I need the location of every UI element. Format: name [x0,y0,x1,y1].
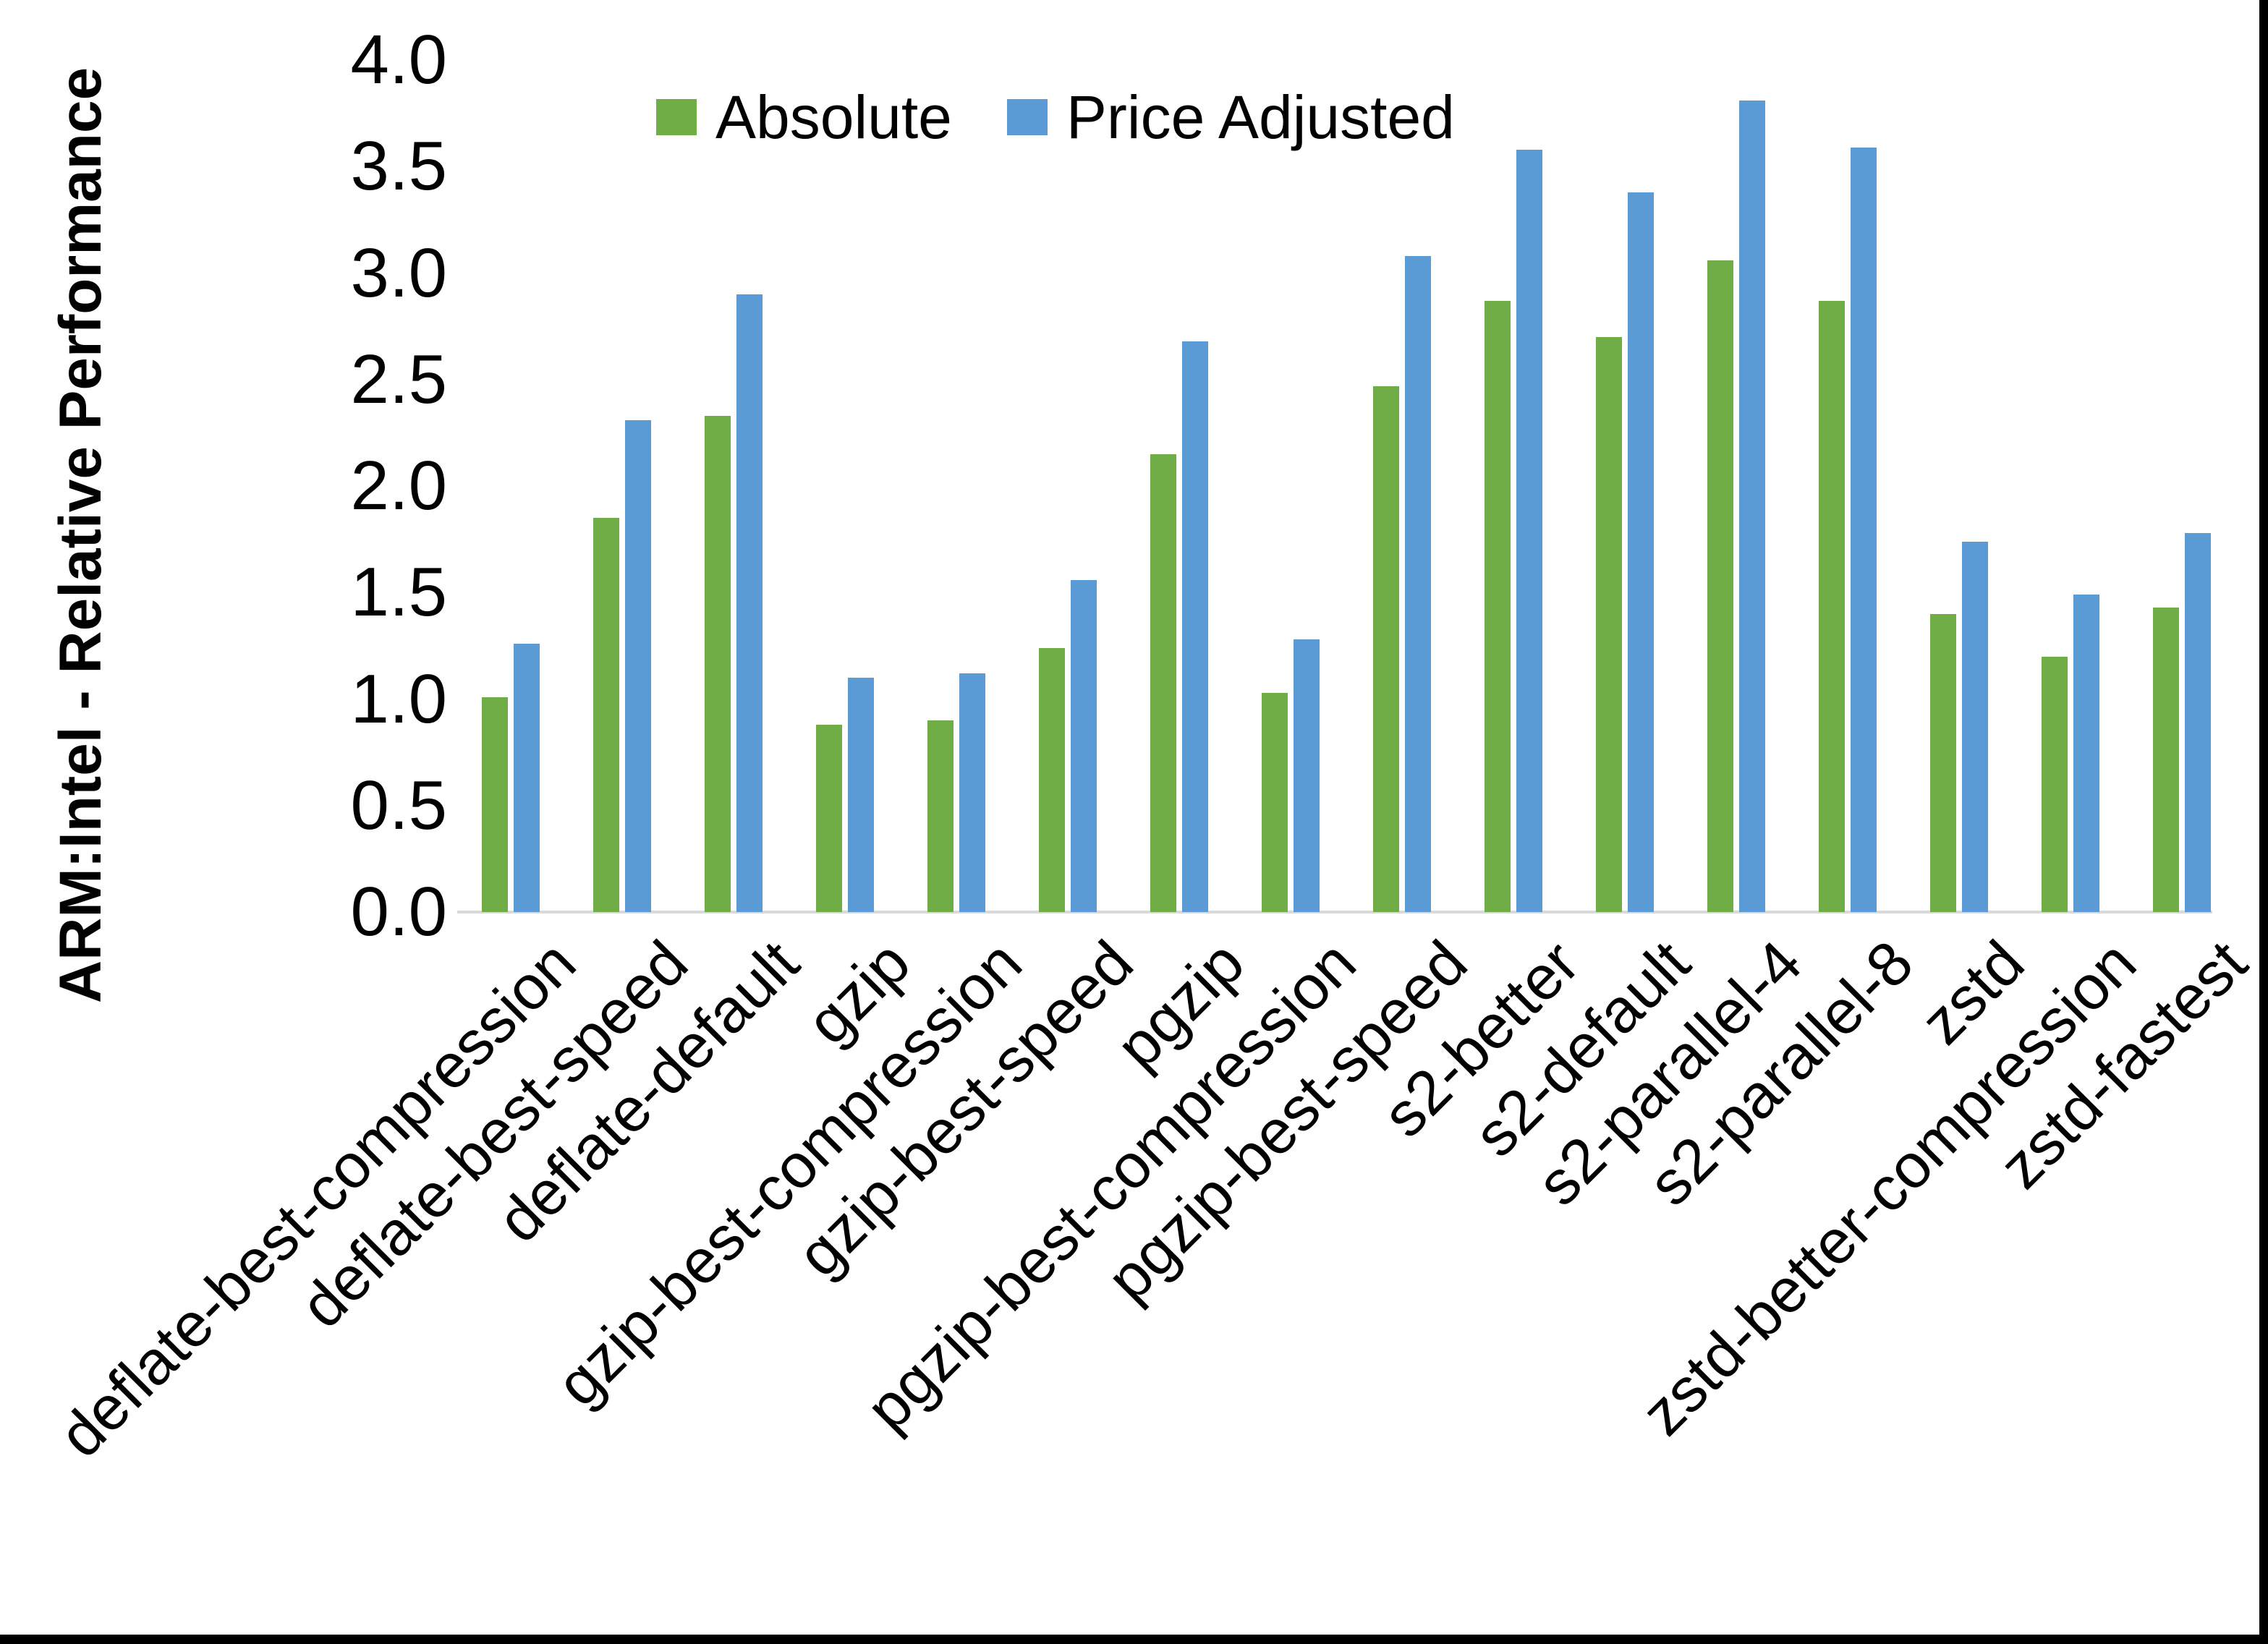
bar-absolute-s2-better [1485,301,1511,912]
legend: Absolute Price Adjusted [656,87,1455,148]
bar-absolute-s2-parallel-8 [1819,301,1845,912]
legend-swatch-absolute [656,99,697,135]
bar-price-adjusted-s2-parallel-8 [1851,148,1877,912]
bar-price-adjusted-s2-better [1516,150,1542,912]
bar-price-adjusted-deflate-best-compression [514,644,540,912]
legend-item-absolute: Absolute [656,87,952,148]
legend-label-price-adjusted: Price Adjusted [1066,83,1455,151]
bar-absolute-deflate-default [705,416,731,912]
y-tick-label: 0.5 [350,766,447,844]
bar-price-adjusted-zstd-better-compression [2073,595,2099,912]
bar-price-adjusted-zstd [1962,542,1988,912]
bar-price-adjusted-s2-parallel-4 [1739,101,1765,912]
y-tick-label: 0.0 [350,873,447,950]
bar-absolute-deflate-best-compression [482,697,508,912]
y-tick-label: 4.0 [350,21,447,98]
y-axis-title: ARM:Intel - Relative Performance [48,67,114,1004]
bar-price-adjusted-s2-default [1628,192,1654,912]
bar-absolute-gzip-best-compression [927,720,954,912]
y-tick-label: 3.5 [350,127,447,205]
x-axis-line [457,911,2212,913]
bar-price-adjusted-pgzip-best-speed [1405,256,1431,912]
bar-price-adjusted-zstd-fastest [2185,533,2211,912]
legend-label-absolute: Absolute [715,83,952,151]
bar-absolute-gzip-best-speed [1039,648,1065,912]
y-tick-label: 1.0 [350,660,447,738]
screenshot-edge-bottom [0,1635,2268,1644]
y-tick-label: 2.0 [350,447,447,524]
bar-absolute-zstd-fastest [2153,608,2179,912]
bar-price-adjusted-pgzip [1182,341,1208,912]
bar-absolute-pgzip [1150,454,1176,912]
bar-absolute-pgzip-best-speed [1373,386,1399,912]
bar-absolute-pgzip-best-compression [1262,693,1288,912]
legend-item-price-adjusted: Price Adjusted [1006,83,1455,151]
bar-price-adjusted-deflate-default [736,294,763,912]
bar-absolute-gzip [816,725,842,912]
bar-absolute-zstd [1930,614,1956,912]
y-tick-label: 1.5 [350,553,447,631]
y-tick-label: 2.5 [350,340,447,418]
bar-price-adjusted-gzip-best-compression [959,673,985,912]
bar-absolute-deflate-best-speed [593,518,619,912]
bar-price-adjusted-gzip [848,678,874,912]
bar-absolute-s2-parallel-4 [1707,260,1733,912]
legend-swatch-price-adjusted [1006,99,1048,135]
y-tick-label: 3.0 [350,234,447,312]
screenshot-edge-right [2259,0,2268,1644]
bar-absolute-s2-default [1596,337,1622,912]
bar-price-adjusted-pgzip-best-compression [1294,639,1320,912]
bar-price-adjusted-gzip-best-speed [1071,580,1097,912]
bar-absolute-zstd-better-compression [2042,657,2068,912]
bar-price-adjusted-deflate-best-speed [625,420,651,912]
